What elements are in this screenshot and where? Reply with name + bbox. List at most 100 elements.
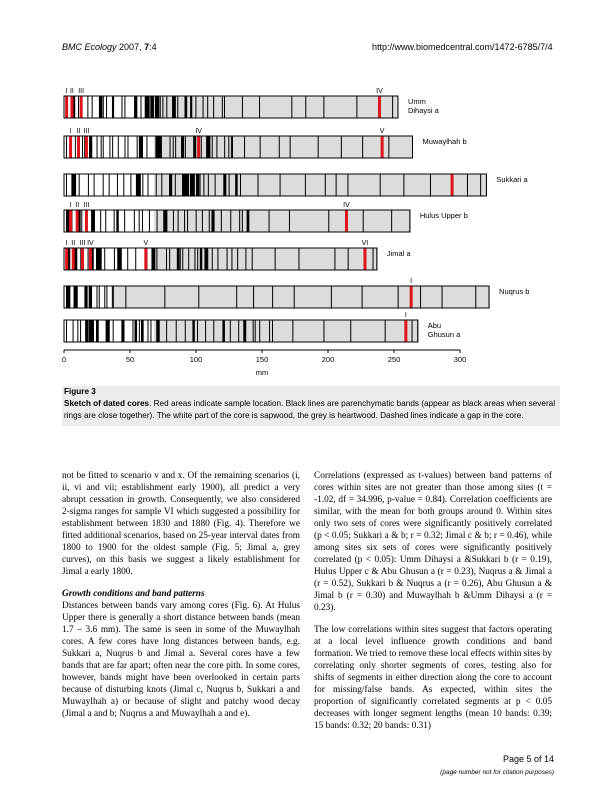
band — [147, 320, 149, 342]
page-number: Page 5 of 14 — [502, 754, 554, 764]
band — [199, 248, 203, 270]
band — [73, 286, 78, 308]
band — [147, 174, 149, 196]
band — [246, 210, 250, 232]
band — [182, 248, 184, 270]
band — [272, 286, 274, 308]
band — [328, 210, 330, 232]
core-border — [63, 209, 411, 233]
band — [195, 96, 197, 118]
band — [184, 96, 188, 118]
band — [222, 320, 225, 342]
band — [203, 174, 205, 196]
band — [133, 210, 135, 232]
band — [172, 136, 174, 158]
sample-mark — [69, 136, 73, 158]
band — [106, 96, 108, 118]
band — [81, 210, 83, 232]
band — [213, 96, 215, 118]
band — [229, 320, 231, 342]
band — [175, 136, 177, 158]
band — [259, 136, 261, 158]
journal-year: 2007, — [119, 42, 142, 52]
core-name: Ghusun a — [428, 330, 461, 339]
band — [132, 320, 134, 342]
band — [198, 286, 200, 308]
figure-title: Figure 3 — [64, 387, 96, 396]
article-url[interactable]: http://www.biomedcentral.com/1472-6785/7… — [372, 42, 553, 52]
band — [182, 174, 187, 196]
sample-label: V — [144, 240, 149, 247]
band — [298, 248, 300, 270]
sample-label: I — [70, 128, 72, 135]
band — [72, 320, 74, 342]
band — [95, 248, 100, 270]
band — [197, 248, 199, 270]
band — [125, 286, 127, 308]
band — [141, 210, 143, 232]
band — [211, 136, 213, 158]
band — [323, 96, 325, 118]
sample-mark — [70, 96, 74, 118]
band — [89, 136, 93, 158]
band — [89, 320, 94, 342]
band — [135, 174, 141, 196]
band — [124, 136, 126, 158]
band — [108, 174, 110, 196]
band — [293, 286, 295, 308]
band — [111, 286, 113, 308]
band — [340, 136, 342, 158]
band — [91, 210, 95, 232]
band — [235, 174, 238, 196]
sample-mark — [404, 320, 408, 342]
axis-tick-label: 50 — [126, 355, 134, 364]
axis-unit: mm — [256, 368, 269, 377]
band — [82, 136, 84, 158]
band — [397, 286, 399, 308]
band — [85, 320, 89, 342]
band — [140, 96, 142, 118]
band — [244, 136, 246, 158]
band — [127, 136, 129, 158]
band — [127, 248, 129, 270]
mm-axis: 0 50 100 150 200 250 300 mm — [62, 349, 466, 377]
band — [134, 320, 138, 342]
core-border — [63, 173, 487, 197]
band — [214, 174, 216, 196]
band — [155, 136, 160, 158]
band — [169, 174, 173, 196]
band — [278, 136, 280, 158]
right-paragraph-1: Correlations (expressed as t-values) bet… — [314, 471, 552, 613]
band — [96, 136, 98, 158]
band — [196, 174, 200, 196]
band — [205, 320, 207, 342]
heartwood — [154, 96, 398, 118]
band — [93, 174, 95, 196]
right-column: Correlations (expressed as t-values) bet… — [314, 470, 552, 742]
band — [98, 286, 100, 308]
band — [185, 174, 190, 196]
band — [211, 210, 215, 232]
band — [269, 320, 271, 342]
heartwood — [112, 286, 489, 308]
band — [192, 320, 195, 342]
band — [211, 248, 213, 270]
band — [169, 136, 171, 158]
caption-text: . Red areas indicate sample location. Bl… — [64, 399, 556, 420]
heartwood — [154, 320, 418, 342]
band — [102, 136, 104, 158]
sample-mark — [77, 136, 81, 158]
band — [96, 286, 98, 308]
band — [208, 210, 210, 232]
band — [159, 96, 161, 118]
band — [148, 210, 150, 232]
core-border — [63, 319, 419, 343]
sample-mark — [409, 286, 413, 308]
band — [150, 320, 152, 342]
band — [195, 136, 197, 158]
band — [324, 174, 326, 196]
core-5: I Nuqrus b — [63, 278, 529, 309]
band — [254, 320, 256, 342]
